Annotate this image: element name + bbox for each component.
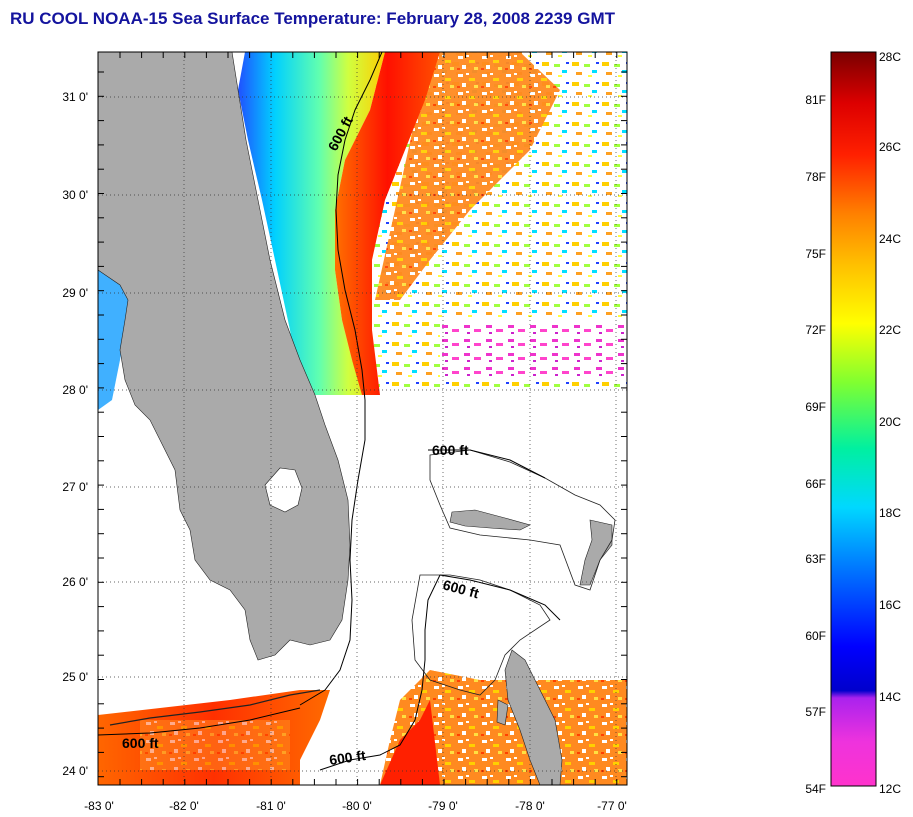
colorbar-celsius-label: 14C	[879, 690, 901, 704]
lon-label: -82 0'	[169, 799, 199, 813]
grid-lines	[98, 52, 627, 785]
contour-label-keys: 600 ft	[122, 735, 159, 751]
sst-southeast-warm	[380, 700, 440, 785]
florida-keys	[109, 689, 321, 726]
colorbar-celsius-label: 16C	[879, 598, 901, 612]
lat-label: 29 0'	[62, 286, 88, 300]
lat-label: 28 0'	[62, 383, 88, 397]
colorbar-fahrenheit-label: 57F	[805, 705, 826, 719]
colorbar-fahrenheit-label: 81F	[805, 93, 826, 107]
colorbar-celsius-label: 24C	[879, 232, 901, 246]
colorbar-celsius-label: 26C	[879, 140, 901, 154]
sst-warm-speckle	[375, 52, 560, 300]
colorbar-fahrenheit-label: 63F	[805, 552, 826, 566]
lon-label: -81 0'	[256, 799, 286, 813]
sst-keys-speckle	[140, 720, 290, 770]
colorbar-celsius-label: 22C	[879, 323, 901, 337]
colorbar-fahrenheit-label: 66F	[805, 477, 826, 491]
lon-label: -79 0'	[428, 799, 458, 813]
colorbar: 28C 26C 24C 22C 20C 18C 16C 14C 12C 81F …	[805, 50, 901, 796]
bimini-land	[496, 699, 509, 726]
colorbar-fahrenheit-label: 75F	[805, 247, 826, 261]
colorbar-celsius-label: 12C	[879, 782, 901, 796]
colorbar-fahrenheit-label: 72F	[805, 323, 826, 337]
lat-label: 25 0'	[62, 670, 88, 684]
colorbar-fahrenheit-label: 78F	[805, 170, 826, 184]
colorbar-fahrenheit-label: 54F	[805, 782, 826, 796]
andros-land	[504, 649, 563, 785]
lat-label: 26 0'	[62, 575, 88, 589]
lat-label: 27 0'	[62, 480, 88, 494]
colorbar-celsius-label: 28C	[879, 50, 901, 64]
grand-bahama-land	[449, 509, 531, 531]
lat-axis: 31 0' 30 0' 29 0' 28 0' 27 0' 26 0' 25 0…	[62, 90, 88, 778]
great-bahama-bank	[411, 574, 551, 696]
axis-ticks	[98, 52, 627, 785]
contour-600ft-east-coast	[299, 52, 383, 706]
sst-gulf-coast	[98, 265, 130, 410]
contour-600ft-keys	[98, 707, 301, 736]
colorbar-fahrenheit-label: 69F	[805, 400, 826, 414]
contour-600ft-bahamas-south	[439, 574, 561, 621]
colorbar-fahrenheit-labels: 81F 78F 75F 72F 69F 66F 63F 60F 57F 54F	[805, 93, 826, 796]
lake-okeechobee	[264, 467, 303, 513]
contour-label-bahamas-north: 600 ft	[432, 442, 469, 458]
sst-map: 600 ft 600 ft 600 ft 600 ft 600 ft	[98, 52, 627, 785]
sst-coastal-band	[238, 52, 385, 395]
colorbar-fahrenheit-label: 60F	[805, 629, 826, 643]
colorbar-scale	[830, 51, 877, 787]
map-frame	[97, 51, 628, 786]
sst-gulf-stream	[335, 52, 440, 395]
lon-label: -83 0'	[84, 799, 114, 813]
lat-label: 30 0'	[62, 188, 88, 202]
colorbar-celsius-label: 20C	[879, 415, 901, 429]
contour-600ft-straits	[319, 574, 441, 771]
lon-label: -80 0'	[342, 799, 372, 813]
abaco-land	[579, 519, 613, 586]
colorbar-celsius-labels: 28C 26C 24C 22C 20C 18C 16C 14C 12C	[879, 50, 901, 796]
page-title: RU COOL NOAA-15 Sea Surface Temperature:…	[10, 9, 615, 28]
colorbar-celsius-label: 18C	[879, 506, 901, 520]
contour-600ft-bahamas-north	[428, 449, 546, 479]
sst-southeast-speckle	[380, 670, 627, 785]
lon-label: -78 0'	[515, 799, 545, 813]
lat-label: 24 0'	[62, 764, 88, 778]
sst-magenta-speckle	[440, 320, 627, 380]
lat-label: 31 0'	[62, 90, 88, 104]
lon-axis: -83 0' -82 0' -81 0' -80 0' -79 0' -78 0…	[84, 799, 627, 813]
lon-label: -77 0'	[597, 799, 627, 813]
